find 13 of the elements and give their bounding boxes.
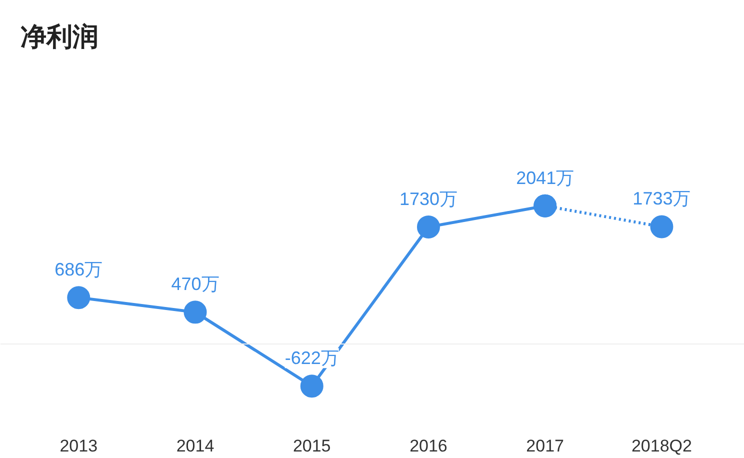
data-label: -622万 xyxy=(284,348,339,368)
x-tick-label: 2014 xyxy=(176,436,214,456)
x-tick-label: 2016 xyxy=(410,436,448,456)
chart-title: 净利润 xyxy=(20,22,98,52)
data-label: 2041万 xyxy=(516,168,574,188)
data-label: 470万 xyxy=(171,274,220,294)
data-label: 1733万 xyxy=(632,188,691,209)
x-tick-label: 2017 xyxy=(526,436,564,456)
x-tick-label: 2015 xyxy=(292,436,331,456)
data-label: 686万 xyxy=(54,260,103,280)
x-tick-label: 2018Q2 xyxy=(631,436,692,456)
data-label: 1730万 xyxy=(399,188,458,209)
x-tick-label: 2013 xyxy=(60,436,98,456)
